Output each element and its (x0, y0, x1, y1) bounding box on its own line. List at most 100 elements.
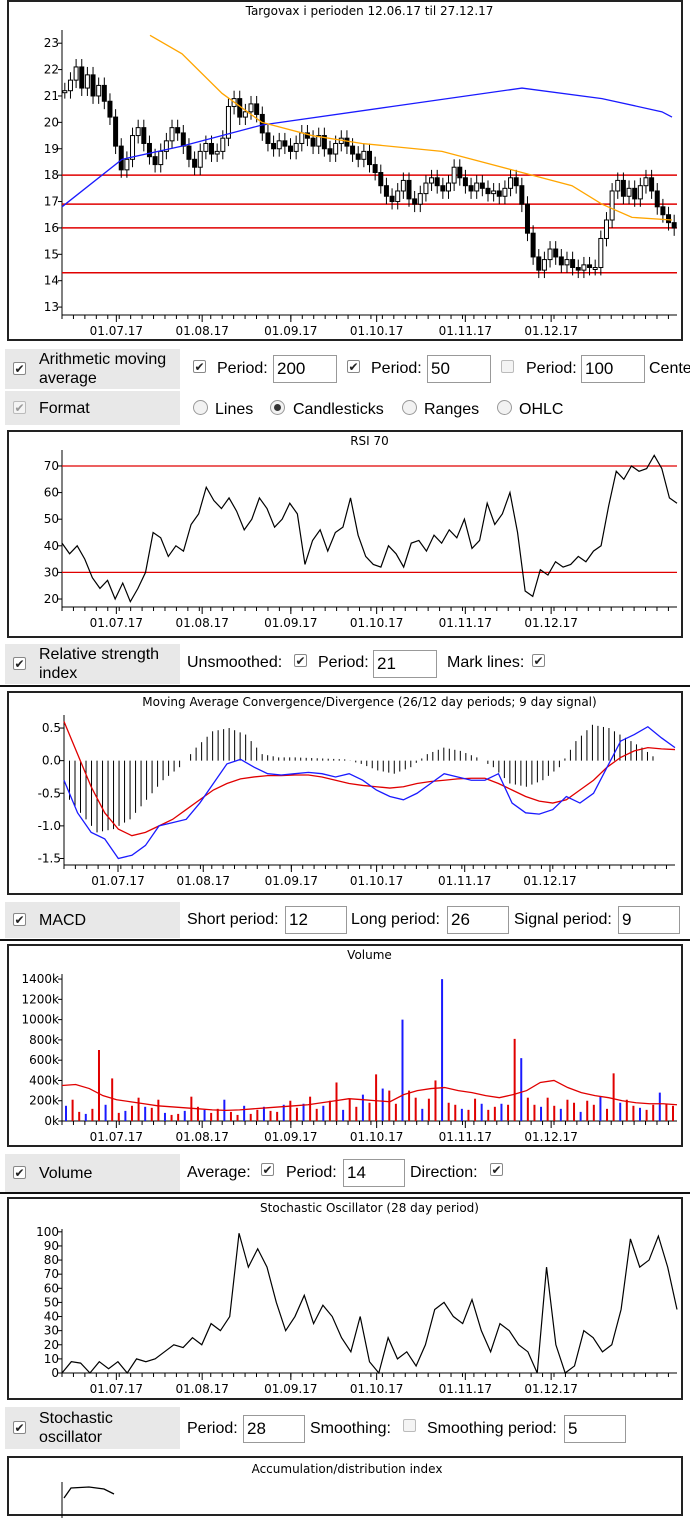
y-tick-label: 13 (44, 300, 59, 314)
candle-body (666, 214, 672, 224)
volume-period-input[interactable]: 14 (343, 1159, 405, 1187)
price-chart: Targovax i perioden 12.06.17 til 27.12.1… (44, 4, 677, 338)
y-tick-label: 0 (51, 1366, 59, 1380)
x-tick-label: 01.11.17 (439, 616, 492, 630)
candle-body (146, 142, 152, 158)
rsi-label: Relative strength index (39, 646, 160, 682)
candle-body (96, 84, 102, 97)
volume-chart: Volume 1400k 1200k 1000k 800k 600k 400k 200k 0k 0… (22, 948, 678, 1144)
format-ranges-radio[interactable] (402, 400, 417, 415)
series-line (63, 1486, 115, 1499)
candle-body (502, 187, 508, 197)
ama-period3-checkbox[interactable] (501, 360, 514, 373)
format-ohlc-radio[interactable] (497, 400, 512, 415)
rsi-chart: RSI 70 20 30 40 50 60 70 01.07.17 01.08.17 01.09.… (44, 434, 678, 630)
candle-body (242, 111, 248, 118)
format-label-cell: ✔ Format (5, 391, 180, 425)
candle-body (643, 177, 649, 187)
rsi-period-input[interactable]: 21 (373, 650, 437, 678)
candle-body (180, 132, 186, 147)
x-tick-label: 01.11.17 (439, 1130, 492, 1144)
candle-body (73, 66, 79, 81)
y-tick-label: 0.5 (42, 721, 61, 735)
candle-body (141, 127, 147, 144)
y-tick-label: 60 (44, 486, 59, 500)
y-tick-label: 70 (44, 1267, 59, 1281)
x-tick-label: 01.08.17 (175, 1382, 228, 1396)
separator (0, 939, 690, 941)
ama-period2-input[interactable]: 50 (427, 355, 491, 383)
ama-checkbox[interactable]: ✔ (13, 362, 26, 376)
rsi-unsmoothed-checkbox[interactable]: ✔ (294, 654, 307, 668)
ama-period1-checkbox[interactable]: ✔ (193, 360, 206, 374)
ama-period3-input[interactable]: 100 (581, 355, 645, 383)
candle-body (152, 156, 158, 166)
candle-body (400, 179, 406, 192)
y-tick-label: 30 (44, 1324, 59, 1338)
macd-checkbox[interactable]: ✔ (13, 913, 26, 927)
x-tick-label: 01.09.17 (264, 324, 317, 338)
format-lines-radio[interactable] (193, 400, 208, 415)
x-tick-label: 01.09.17 (265, 874, 318, 888)
candle-body (62, 90, 68, 94)
y-tick-label: 1000k (22, 1013, 60, 1027)
series-line (61, 454, 678, 604)
macd-long-input[interactable]: 26 (447, 906, 509, 934)
y-tick-label: 20 (44, 1338, 59, 1352)
rsi-marklines-checkbox[interactable]: ✔ (532, 654, 545, 668)
candle-body (570, 259, 576, 269)
candle-body (113, 116, 119, 147)
candle-body (451, 166, 457, 184)
format-label: Format (39, 399, 90, 417)
candle-body (84, 74, 90, 89)
rsi-checkbox[interactable]: ✔ (13, 657, 26, 671)
candle-body (259, 113, 265, 134)
y-tick-label: 1400k (22, 972, 60, 986)
candle-body (609, 190, 615, 221)
format-checkbox[interactable]: ✔ (13, 401, 26, 415)
rsi-period-label: Period: (318, 654, 369, 671)
x-tick-label: 01.10.17 (350, 1382, 403, 1396)
volume-direction-checkbox[interactable]: ✔ (490, 1163, 503, 1177)
candle-body (310, 137, 316, 147)
volume-direction-label: Direction: (410, 1164, 478, 1181)
candle-body (637, 185, 643, 200)
stochastic-smoothing-period-input[interactable]: 5 (564, 1415, 626, 1443)
y-tick-label: 60 (44, 1281, 59, 1295)
candle-body (406, 179, 412, 200)
chart-title: Volume (347, 948, 392, 962)
candle-body (434, 177, 440, 187)
ama-period1-input[interactable]: 200 (273, 355, 337, 383)
ama-period3-label: Period: (526, 360, 577, 377)
volume-average-checkbox[interactable]: ✔ (261, 1163, 274, 1177)
y-tick-label: 15 (44, 247, 59, 261)
y-tick-label: 90 (44, 1239, 59, 1253)
ama-period2-label: Period: (371, 360, 422, 377)
stochastic-checkbox[interactable]: ✔ (13, 1421, 26, 1435)
candle-body (344, 137, 350, 147)
stochastic-smoothing-checkbox[interactable] (403, 1419, 416, 1432)
macd-label-cell: ✔ MACD (5, 902, 180, 938)
ama-period2-checkbox[interactable]: ✔ (347, 360, 360, 374)
macd-signal-input[interactable]: 9 (618, 906, 680, 934)
y-tick-label: 1200k (22, 992, 60, 1006)
series-line (61, 1233, 678, 1375)
x-tick-label: 01.08.17 (175, 324, 228, 338)
candle-body (620, 179, 626, 197)
candle-body (288, 145, 294, 152)
volume-checkbox[interactable]: ✔ (13, 1166, 26, 1180)
format-ohlc-label: OHLC (519, 401, 564, 418)
candle-body (383, 185, 389, 197)
x-tick-label: 01.12.17 (524, 1382, 577, 1396)
separator (0, 1192, 690, 1194)
y-tick-label: 50 (44, 1295, 59, 1309)
candle-body (90, 74, 96, 97)
stochastic-smoothing-period-label: Smoothing period: (427, 1420, 557, 1437)
format-controls: ✔ Format Lines Candlesticks Ranges OHLC (5, 391, 690, 425)
candle-body (513, 177, 519, 187)
candle-body (457, 166, 463, 179)
macd-short-input[interactable]: 12 (285, 906, 347, 934)
format-candlesticks-radio[interactable] (270, 400, 285, 415)
stochastic-period-input[interactable]: 28 (243, 1415, 305, 1443)
candle-body (417, 193, 423, 205)
